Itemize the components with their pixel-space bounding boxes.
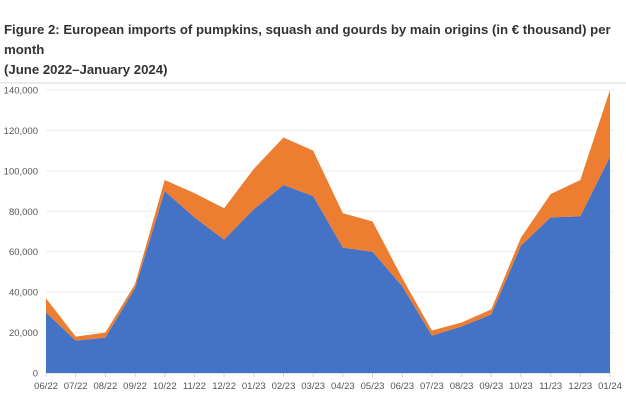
y-tick-label: 0	[33, 369, 38, 380]
x-tick-label: 03/23	[301, 381, 325, 392]
x-tick-label: 04/23	[331, 381, 355, 392]
y-tick-label: 140,000	[4, 86, 38, 97]
series-area-0	[46, 156, 610, 373]
y-tick-label: 120,000	[4, 126, 38, 137]
y-tick-label: 80,000	[9, 207, 38, 218]
chart-title: Figure 2: European imports of pumpkins, …	[4, 20, 624, 80]
chart-title-line2: (June 2022–January 2024)	[4, 62, 168, 77]
x-tick-label: 01/24	[598, 381, 622, 392]
x-tick-label: 07/22	[64, 381, 88, 392]
x-tick-label: 09/22	[123, 381, 147, 392]
y-tick-label: 60,000	[9, 247, 38, 258]
x-tick-label: 05/23	[361, 381, 385, 392]
x-tick-label: 07/23	[420, 381, 444, 392]
x-tick-label: 08/23	[450, 381, 474, 392]
x-tick-label: 11/23	[539, 381, 562, 392]
y-tick-label: 100,000	[4, 166, 38, 177]
y-tick-label: 40,000	[9, 288, 38, 299]
y-tick-label: 20,000	[9, 328, 38, 339]
x-tick-label: 10/22	[153, 381, 177, 392]
x-tick-label: 06/23	[390, 381, 414, 392]
x-tick-label: 01/23	[242, 381, 266, 392]
x-tick-label: 02/23	[272, 381, 296, 392]
x-tick-label: 11/22	[183, 381, 206, 392]
x-tick-label: 10/23	[509, 381, 533, 392]
x-tick-label: 09/23	[479, 381, 503, 392]
chart-title-line1: Figure 2: European imports of pumpkins, …	[4, 22, 611, 57]
x-tick-label: 12/22	[212, 381, 236, 392]
x-tick-label: 06/22	[34, 381, 58, 392]
series-area-1	[46, 90, 610, 341]
x-tick-label: 12/23	[568, 381, 592, 392]
x-tick-label: 08/22	[93, 381, 117, 392]
